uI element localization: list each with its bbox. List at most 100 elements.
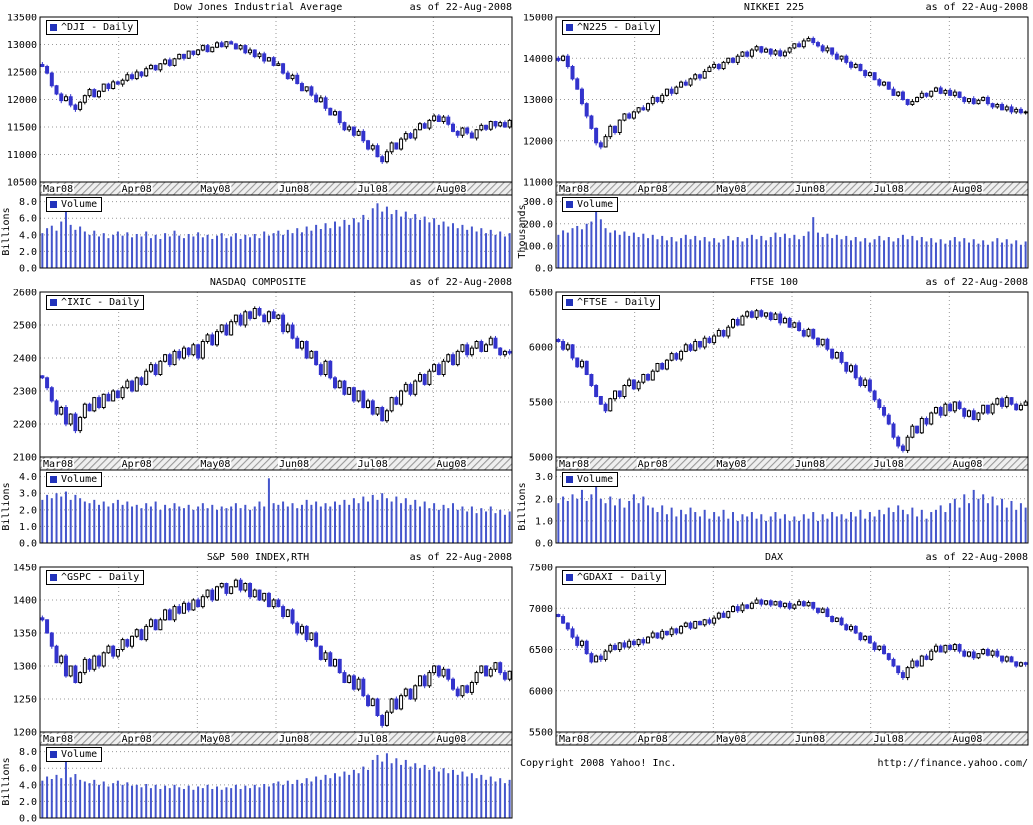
svg-text:4.0: 4.0 [19, 472, 37, 483]
svg-text:Mar08: Mar08 [43, 459, 73, 470]
svg-text:11000: 11000 [7, 150, 37, 161]
volume-legend-label: Volume [61, 749, 98, 760]
volume-legend: Volume [562, 472, 619, 487]
dji-header: Dow Jones Industrial Average as of 22-Au… [0, 0, 516, 14]
svg-text:8.0: 8.0 [19, 747, 37, 758]
ftse-candlestick-chart: 6500 6000 5500 5000 Mar08 Apr08 May08 Jun08 Jul0… [517, 289, 1029, 549]
svg-text:3.0: 3.0 [19, 489, 37, 500]
svg-text:13000: 13000 [7, 40, 37, 51]
svg-text:15000: 15000 [523, 14, 553, 24]
svg-text:Jun08: Jun08 [795, 734, 825, 745]
svg-text:8.0: 8.0 [19, 197, 37, 208]
svg-text:May08: May08 [716, 734, 746, 745]
candles [556, 308, 1028, 454]
as-of-label: as of 22-Aug-2008 [925, 552, 1028, 563]
svg-text:Apr08: Apr08 [122, 734, 152, 745]
volume-legend-label: Volume [61, 474, 98, 485]
svg-text:Jun08: Jun08 [795, 184, 825, 195]
svg-text:Apr08: Apr08 [122, 459, 152, 470]
volume-unit-label: Billions [517, 482, 528, 530]
volume-legend: Volume [46, 197, 103, 212]
finance-url-text: http://finance.yahoo.com/ [877, 758, 1028, 769]
svg-text:13000: 13000 [523, 95, 553, 106]
svg-text:6500: 6500 [529, 645, 553, 656]
volume-bars [557, 485, 1027, 543]
svg-text:Jun08: Jun08 [795, 459, 825, 470]
n225-candlestick-chart: 15000 14000 13000 12000 11000 Mar08 Apr08 May08… [517, 14, 1029, 275]
svg-text:May08: May08 [200, 459, 230, 470]
svg-text:Apr08: Apr08 [638, 184, 668, 195]
as-of-label: as of 22-Aug-2008 [409, 552, 512, 563]
svg-text:5500: 5500 [529, 728, 553, 739]
svg-text:1450: 1450 [13, 564, 37, 574]
svg-text:May08: May08 [200, 184, 230, 195]
svg-text:6.0: 6.0 [19, 214, 37, 225]
svg-text:Aug08: Aug08 [952, 734, 982, 745]
svg-text:3.0: 3.0 [535, 472, 553, 483]
svg-text:7500: 7500 [529, 564, 553, 574]
svg-text:7000: 7000 [529, 604, 553, 615]
symbol-legend: ^GDAXI - Daily [562, 570, 667, 585]
legend-swatch-icon [50, 574, 57, 581]
svg-text:2600: 2600 [13, 289, 37, 299]
svg-text:1400: 1400 [13, 596, 37, 607]
legend-swatch-icon [50, 24, 57, 31]
candles [40, 40, 512, 164]
legend-label: ^IXIC - Daily [61, 297, 140, 308]
candles [556, 36, 1028, 150]
svg-text:Mar08: Mar08 [559, 459, 589, 470]
svg-text:2500: 2500 [13, 321, 37, 332]
svg-text:Jul08: Jul08 [874, 184, 904, 195]
svg-text:1250: 1250 [13, 695, 37, 706]
ixic-candlestick-chart: 2600 2500 2400 2300 2200 2100 Mar08 Apr08 May08 J… [1, 289, 513, 549]
svg-text:12000: 12000 [7, 95, 37, 106]
volume-legend-label: Volume [577, 474, 614, 485]
chart-panel-ixic: NASDAQ COMPOSITE as of 22-Aug-2008 ^IXIC… [0, 275, 516, 550]
volume-unit-label: Billions [1, 207, 12, 255]
svg-text:Jul08: Jul08 [874, 734, 904, 745]
svg-text:1200: 1200 [13, 728, 37, 739]
chart-title: DAX [764, 552, 784, 563]
svg-text:2200: 2200 [13, 420, 37, 431]
svg-text:Jul08: Jul08 [874, 459, 904, 470]
svg-text:Jun08: Jun08 [279, 184, 309, 195]
svg-text:0.0: 0.0 [535, 264, 553, 275]
svg-text:6000: 6000 [529, 686, 553, 697]
svg-text:13500: 13500 [7, 14, 37, 24]
gdaxi-header: DAX as of 22-Aug-2008 [516, 550, 1032, 564]
ftse-header: FTSE 100 as of 22-Aug-2008 [516, 275, 1032, 289]
svg-text:0.0: 0.0 [19, 264, 37, 275]
symbol-legend: ^N225 - Daily [562, 20, 661, 35]
chart-title: NASDAQ COMPOSITE [209, 277, 307, 288]
svg-text:Mar08: Mar08 [559, 734, 589, 745]
svg-text:Mar08: Mar08 [43, 734, 73, 745]
volume-bars [41, 203, 511, 268]
svg-text:Jun08: Jun08 [279, 459, 309, 470]
svg-text:100.0: 100.0 [523, 241, 553, 252]
volume-legend: Volume [562, 197, 619, 212]
svg-text:1300: 1300 [13, 662, 37, 673]
dji-candlestick-chart: 13500 13000 12500 12000 11500 11000 10500 Mar08… [1, 14, 513, 275]
svg-text:5500: 5500 [529, 398, 553, 409]
svg-text:Apr08: Apr08 [122, 184, 152, 195]
svg-text:May08: May08 [200, 734, 230, 745]
chart-title: FTSE 100 [749, 277, 799, 288]
svg-text:Mar08: Mar08 [43, 184, 73, 195]
svg-text:12500: 12500 [7, 68, 37, 79]
month-strip [555, 731, 1029, 746]
svg-text:1.0: 1.0 [19, 522, 37, 533]
as-of-label: as of 22-Aug-2008 [409, 277, 512, 288]
svg-text:6500: 6500 [529, 289, 553, 299]
volume-unit-label: Thousands [517, 204, 528, 258]
svg-text:1350: 1350 [13, 629, 37, 640]
legend-swatch-icon [566, 476, 573, 483]
legend-label: ^N225 - Daily [577, 22, 656, 33]
svg-text:Mar08: Mar08 [559, 184, 589, 195]
symbol-legend: ^IXIC - Daily [46, 295, 145, 310]
chart-panel-gdaxi: DAX as of 22-Aug-2008 ^GDAXI - Daily 750… [516, 550, 1032, 825]
svg-text:Jul08: Jul08 [358, 734, 388, 745]
legend-swatch-icon [566, 299, 573, 306]
legend-swatch-icon [566, 24, 573, 31]
svg-text:11500: 11500 [7, 123, 37, 134]
svg-text:6.0: 6.0 [19, 764, 37, 775]
